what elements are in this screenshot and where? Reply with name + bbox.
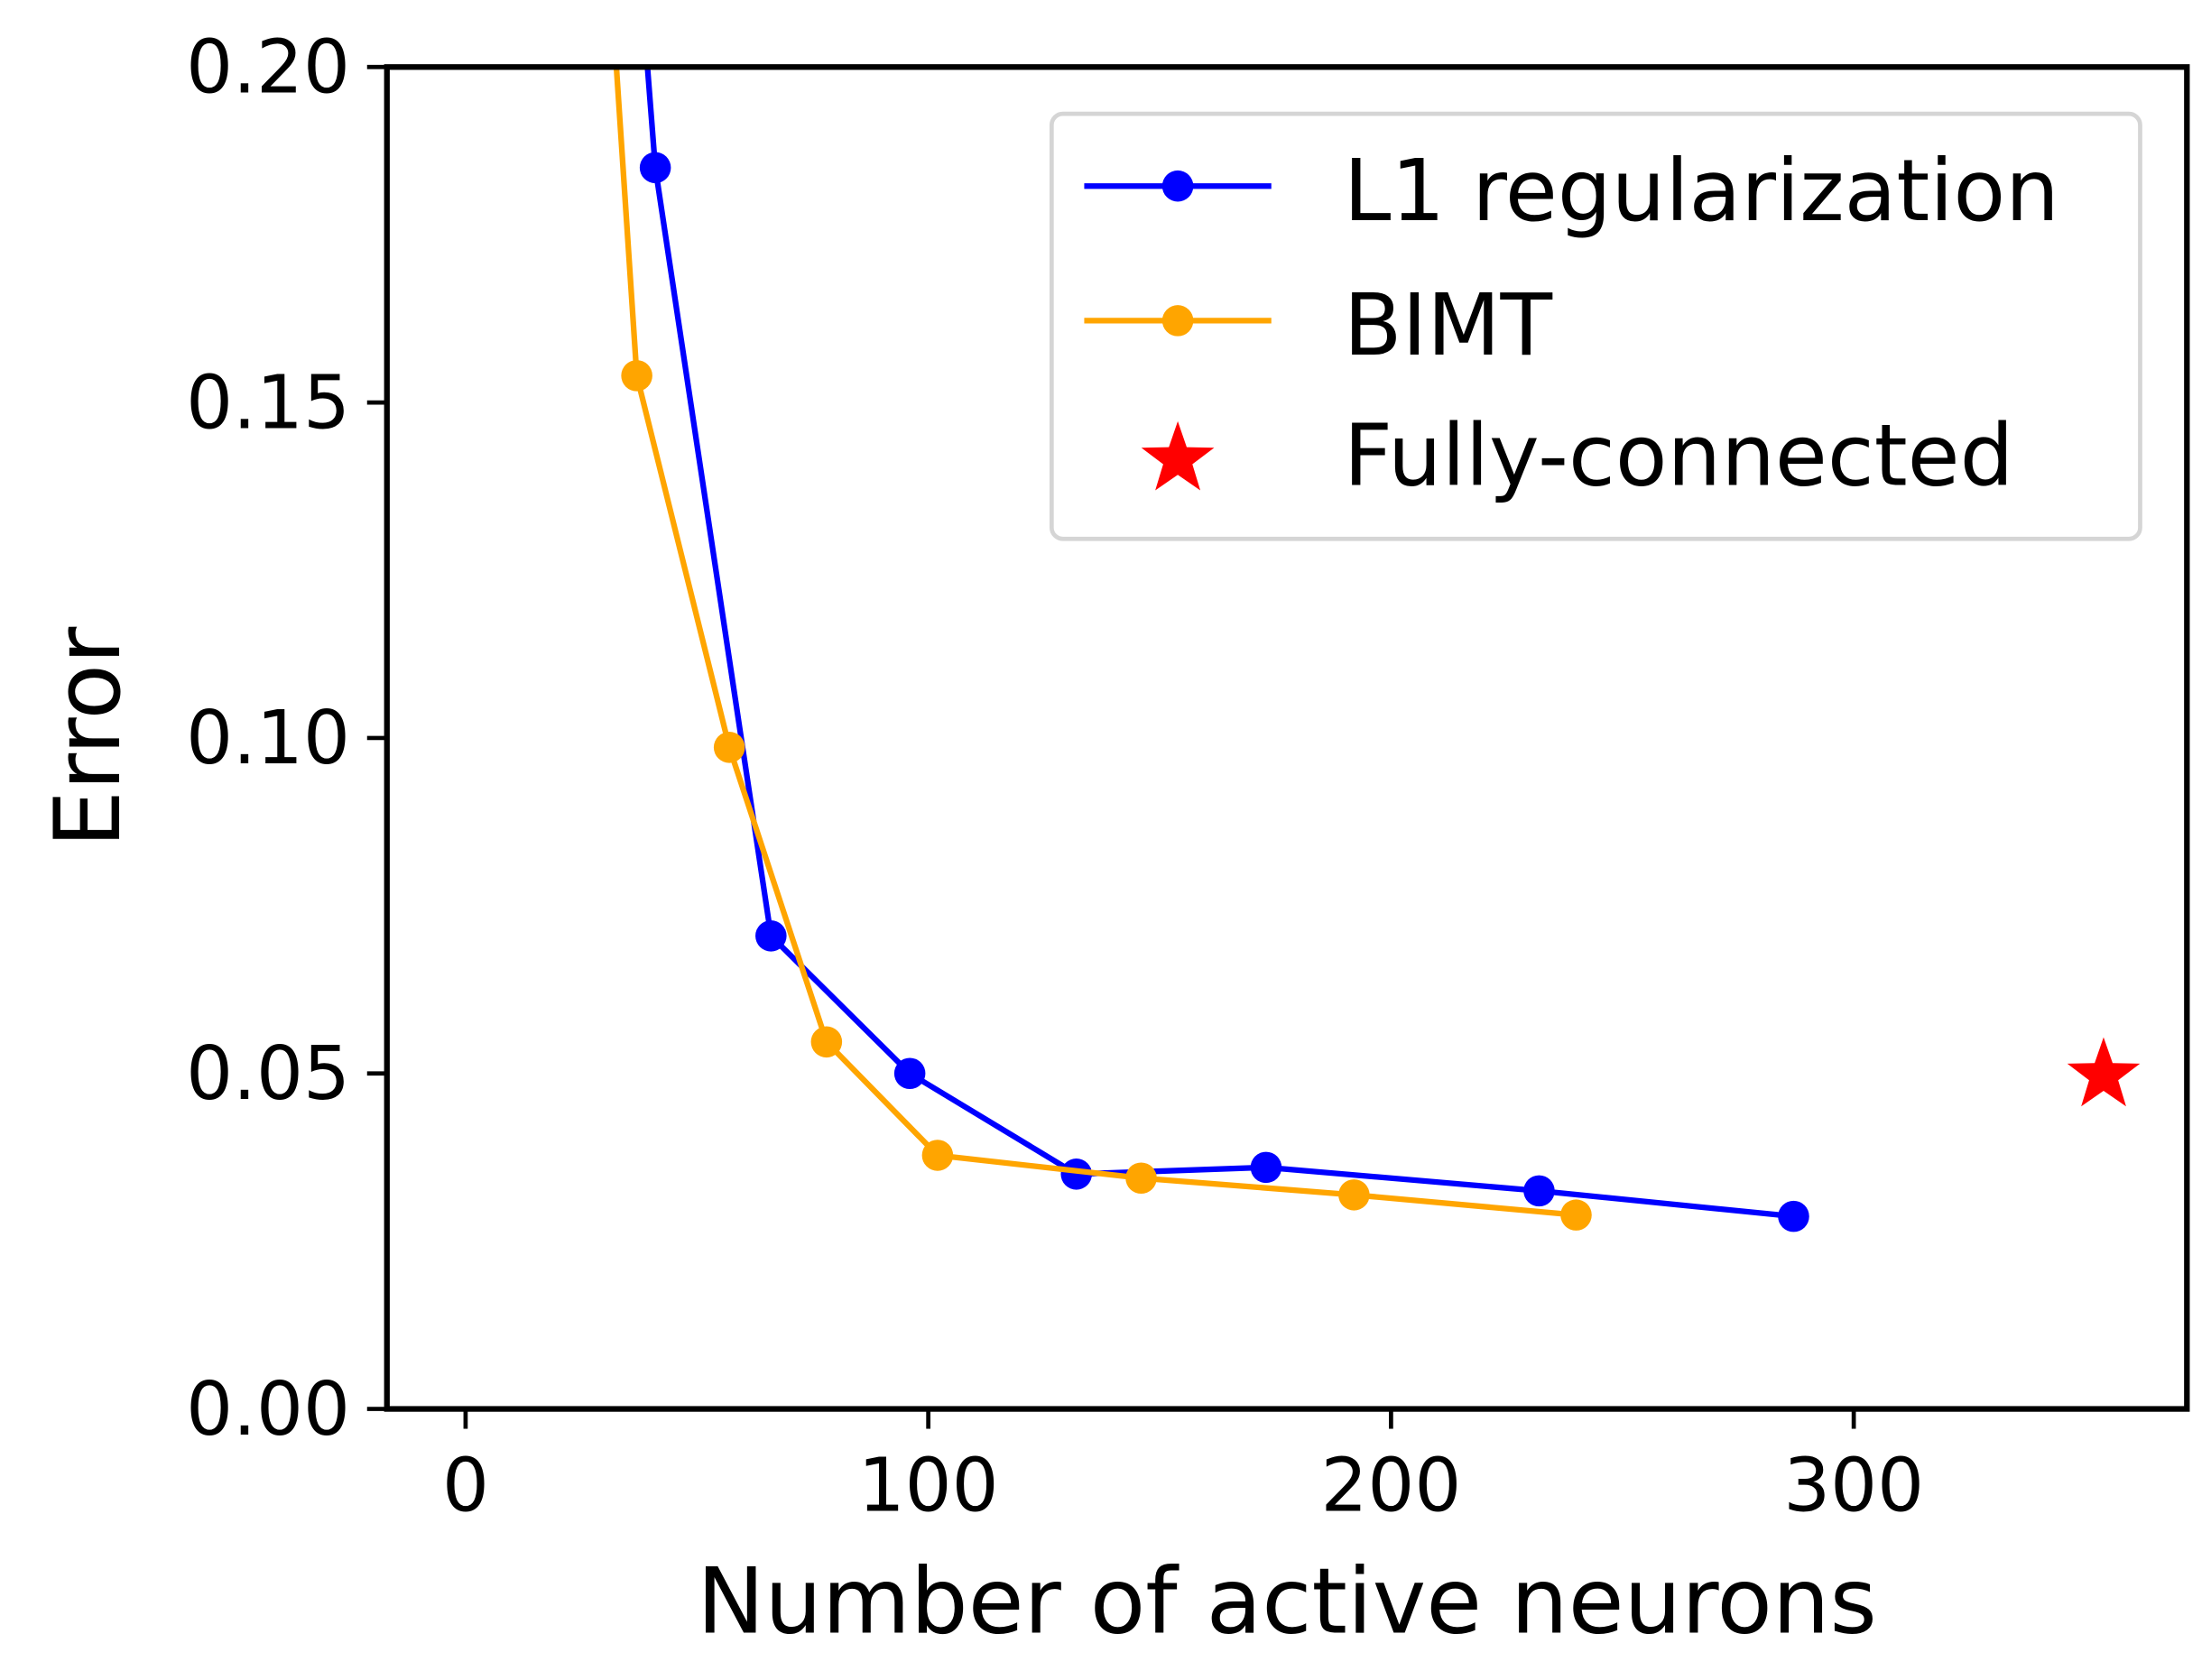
y-tick-label: 0.15 [186, 360, 350, 446]
x-tick-label: 100 [858, 1444, 999, 1529]
y-tick-label: 0.05 [186, 1031, 350, 1117]
legend-label-bimt: BIMT [1344, 277, 1553, 375]
legend-marker-fully-connected [1141, 420, 1215, 491]
series-line-l1-regularization [644, 67, 1794, 1220]
series-layer [613, 67, 1809, 1232]
data-point-bimt [621, 360, 652, 392]
data-point-l1-regularization [1250, 1151, 1282, 1184]
y-axis-label: Error [35, 626, 141, 848]
data-point-bimt [810, 1026, 843, 1058]
data-point-bimt [1125, 1162, 1157, 1195]
x-tick-label: 0 [442, 1444, 489, 1529]
data-point-l1-regularization [755, 920, 787, 952]
data-point-l1-regularization [639, 152, 671, 184]
data-point-bimt [1560, 1199, 1592, 1231]
x-axis-label: Number of active neurons [697, 1549, 1877, 1655]
legend-marker-l1 [1161, 170, 1194, 202]
legend-box [1049, 111, 2142, 541]
legend: L1 regularization BIMT Fully-connected [1049, 111, 2142, 541]
data-point-l1-regularization [1523, 1175, 1555, 1207]
x-tick-label: 300 [1783, 1444, 1924, 1529]
data-point-l1-regularization [893, 1057, 926, 1090]
y-tick-label: 0.00 [186, 1367, 350, 1453]
data-point-fully-connected [2067, 1037, 2141, 1107]
y-tick-label: 0.10 [186, 696, 350, 781]
data-point-l1-regularization [1778, 1200, 1809, 1232]
legend-marker-bimt [1161, 305, 1194, 337]
x-tick-label: 200 [1320, 1444, 1461, 1529]
data-point-bimt [713, 732, 745, 763]
ticks: 0 100 200 300 0.00 0.05 0.10 0.15 0.20 [186, 25, 1924, 1529]
star-layer [2067, 1037, 2141, 1107]
series-line-bimt [613, 67, 1577, 1218]
data-point-bimt [1338, 1179, 1370, 1211]
legend-label-fully-connected: Fully-connected [1344, 408, 2014, 506]
y-tick-label: 0.20 [186, 25, 350, 111]
data-point-l1-regularization [1060, 1158, 1093, 1190]
legend-label-l1: L1 regularization [1344, 143, 2059, 241]
data-point-bimt [921, 1140, 954, 1171]
